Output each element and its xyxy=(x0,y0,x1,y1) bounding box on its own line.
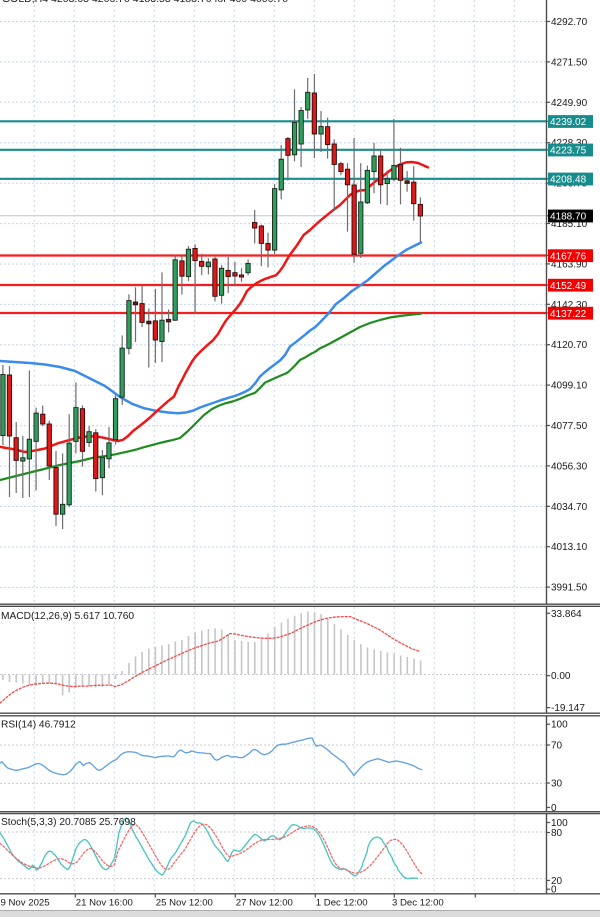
svg-text:MACD(12,26,9) 5.617 10.760: MACD(12,26,9) 5.617 10.760 xyxy=(1,611,134,622)
svg-text:-19.147: -19.147 xyxy=(551,703,585,714)
svg-text:4223.75: 4223.75 xyxy=(550,146,587,157)
svg-text:4292.70: 4292.70 xyxy=(551,17,588,28)
svg-text:21 Nov 16:00: 21 Nov 16:00 xyxy=(76,898,133,909)
svg-text:3991.50: 3991.50 xyxy=(551,583,588,594)
svg-text:4120.70: 4120.70 xyxy=(551,340,588,351)
svg-text:100: 100 xyxy=(551,720,568,731)
svg-text:4239.02: 4239.02 xyxy=(550,117,587,128)
svg-text:70: 70 xyxy=(551,741,563,752)
svg-text:30: 30 xyxy=(551,779,563,790)
svg-text:4137.22: 4137.22 xyxy=(550,309,587,320)
svg-text:GOLD,H4 4203.63 4206.70 4183.: GOLD,H4 4203.63 4206.70 4183.53 4188.70 … xyxy=(2,0,288,5)
svg-text:4142.30: 4142.30 xyxy=(551,300,588,311)
svg-text:0.00: 0.00 xyxy=(551,671,571,682)
svg-text:4208.48: 4208.48 xyxy=(550,175,587,186)
svg-text:1 Dec 12:00: 1 Dec 12:00 xyxy=(316,898,368,909)
svg-text:4188.70: 4188.70 xyxy=(550,212,587,223)
svg-text:4271.50: 4271.50 xyxy=(551,57,588,68)
svg-text:Stoch(5,3,3) 20.7085 25.7698: Stoch(5,3,3) 20.7085 25.7698 xyxy=(1,817,136,828)
svg-text:0: 0 xyxy=(551,885,557,896)
svg-text:4034.70: 4034.70 xyxy=(551,502,588,513)
svg-text:100: 100 xyxy=(551,818,568,829)
svg-text:4013.10: 4013.10 xyxy=(551,542,588,553)
svg-text:9 Nov 2025: 9 Nov 2025 xyxy=(1,898,50,909)
svg-text:3 Dec 12:00: 3 Dec 12:00 xyxy=(392,898,444,909)
svg-text:4056.30: 4056.30 xyxy=(551,461,588,472)
svg-text:4167.76: 4167.76 xyxy=(550,251,587,262)
svg-text:0: 0 xyxy=(551,803,557,814)
svg-text:27 Nov 12:00: 27 Nov 12:00 xyxy=(236,898,293,909)
svg-text:4185.10: 4185.10 xyxy=(551,219,588,230)
svg-text:33.864: 33.864 xyxy=(551,609,582,620)
svg-text:4163.90: 4163.90 xyxy=(551,259,588,270)
svg-text:4099.10: 4099.10 xyxy=(551,381,588,392)
svg-text:20: 20 xyxy=(551,876,563,887)
svg-text:80: 80 xyxy=(551,828,563,839)
svg-text:4077.50: 4077.50 xyxy=(551,421,588,432)
svg-text:4152.49: 4152.49 xyxy=(550,281,587,292)
svg-text:4249.90: 4249.90 xyxy=(551,98,588,109)
svg-text:RSI(14) 46.7912: RSI(14) 46.7912 xyxy=(1,719,76,730)
svg-text:25 Nov 12:00: 25 Nov 12:00 xyxy=(156,898,213,909)
